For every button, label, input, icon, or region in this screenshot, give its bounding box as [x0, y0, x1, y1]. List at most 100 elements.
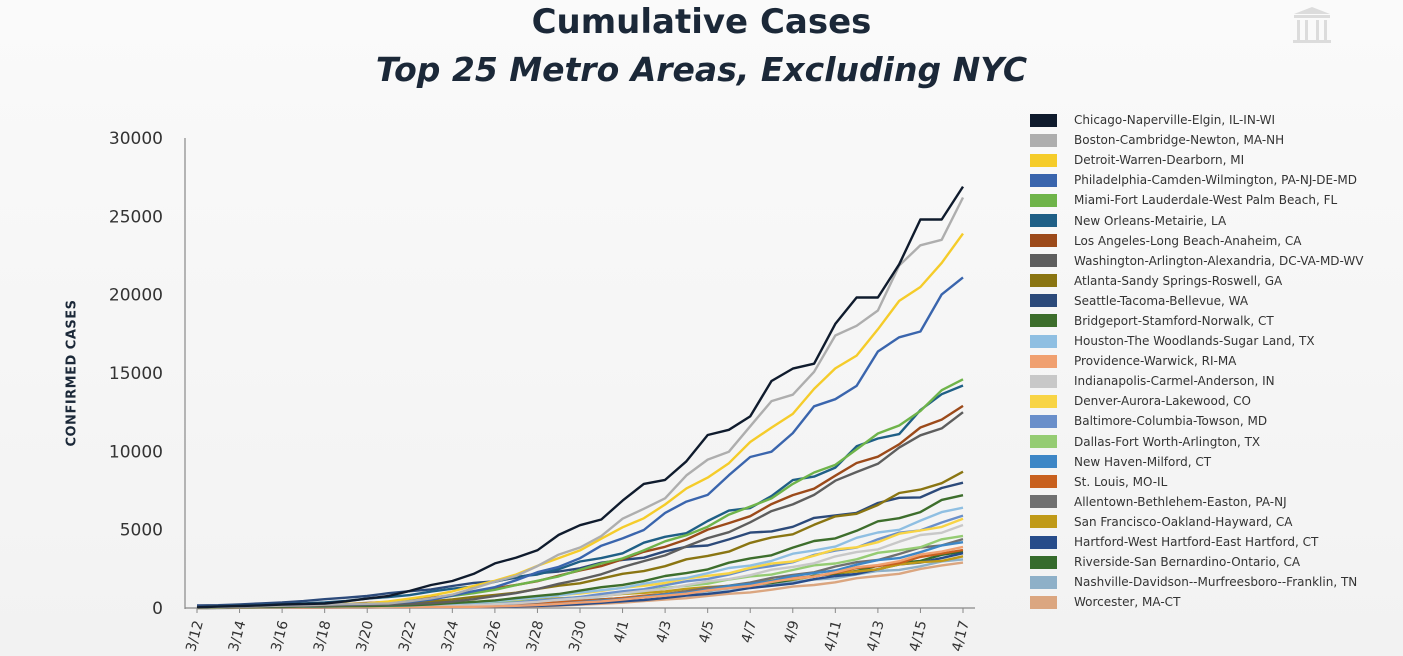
legend-swatch: [1030, 153, 1057, 167]
legend-swatch: [1030, 173, 1057, 187]
legend-swatch: [1030, 575, 1057, 589]
legend-item: St. Louis, MO-IL: [1030, 472, 1363, 492]
legend-swatch: [1030, 113, 1057, 127]
legend-swatch: [1030, 294, 1057, 308]
legend-item: Atlanta-Sandy Springs-Roswell, GA: [1030, 271, 1363, 291]
legend-item: Worcester, MA-CT: [1030, 592, 1363, 612]
legend-item: Seattle-Tacoma-Bellevue, WA: [1030, 291, 1363, 311]
legend-swatch: [1030, 495, 1057, 509]
x-tick-label: 3/14: [226, 619, 250, 654]
legend-swatch: [1030, 515, 1057, 529]
legend-label: Indianapolis-Carmel-Anderson, IN: [1074, 374, 1275, 389]
y-tick-label: 30000: [109, 129, 163, 149]
series-line: [196, 276, 964, 609]
x-tick-label: 3/20: [353, 619, 377, 654]
series-line: [196, 232, 964, 609]
legend-swatch: [1030, 334, 1057, 348]
legend-item: Chicago-Naperville-Elgin, IL-IN-WI: [1030, 110, 1363, 130]
legend-swatch: [1030, 595, 1057, 609]
y-tick-label: 0: [152, 599, 163, 619]
legend-label: Bridgeport-Stamford-Norwalk, CT: [1074, 313, 1274, 328]
legend-label: Seattle-Tacoma-Bellevue, WA: [1074, 293, 1249, 308]
legend-swatch: [1030, 394, 1057, 408]
legend-item: Riverside-San Bernardino-Ontario, CA: [1030, 552, 1363, 572]
legend-swatch: [1030, 455, 1057, 469]
legend-item: Washington-Arlington-Alexandria, DC-VA-M…: [1030, 251, 1363, 271]
legend-item: Boston-Cambridge-Newton, MA-NH: [1030, 130, 1363, 150]
legend-label: Allentown-Bethlehem-Easton, PA-NJ: [1074, 494, 1287, 509]
legend-label: Los Angeles-Long Beach-Anaheim, CA: [1074, 233, 1302, 248]
x-tick-label: 3/30: [566, 619, 590, 654]
x-tick-label: 4/15: [907, 619, 931, 654]
x-tick-label: 4/13: [864, 619, 888, 654]
legend-label: Miami-Fort Lauderdale-West Palm Beach, F…: [1074, 193, 1338, 208]
x-tick-label: 3/26: [481, 619, 505, 654]
legend-item: Bridgeport-Stamford-Norwalk, CT: [1030, 311, 1363, 331]
legend-swatch: [1030, 193, 1057, 207]
legend-swatch: [1030, 133, 1057, 147]
legend-swatch: [1030, 555, 1057, 569]
y-tick-label: 15000: [109, 364, 163, 384]
x-tick-label: 4/1: [611, 619, 632, 645]
x-tick-label: 3/22: [396, 619, 420, 654]
x-tick-label: 4/5: [696, 619, 717, 645]
y-tick-labels: 0 5000 10000 15000 20000 25000 30000: [109, 129, 163, 619]
legend-item: Hartford-West Hartford-East Hartford, CT: [1030, 532, 1363, 552]
x-tick-labels: 3/12 3/14 3/16 3/18 3/20 3/22 3/24 3/26 3/28 3/30…: [183, 608, 973, 653]
legend-swatch: [1030, 475, 1057, 489]
y-tick-label: 25000: [109, 207, 163, 227]
legend-item: Detroit-Warren-Dearborn, MI: [1030, 150, 1363, 170]
x-tick-label: 3/18: [311, 619, 335, 654]
legend-item: Los Angeles-Long Beach-Anaheim, CA: [1030, 231, 1363, 251]
legend-label: Hartford-West Hartford-East Hartford, CT: [1074, 535, 1319, 550]
y-tick-label: 10000: [109, 442, 163, 462]
chart-subtitle: Top 25 Metro Areas, Excluding NYC: [375, 50, 1028, 89]
series-line: [196, 404, 964, 609]
legend-item: New Orleans-Metairie, LA: [1030, 210, 1363, 230]
legend-item: Allentown-Bethlehem-Easton, PA-NJ: [1030, 492, 1363, 512]
legend-swatch: [1030, 214, 1057, 228]
legend-item: Baltimore-Columbia-Towson, MD: [1030, 411, 1363, 431]
legend-swatch: [1030, 234, 1057, 248]
legend: Chicago-Naperville-Elgin, IL-IN-WI Boston…: [1030, 110, 1363, 612]
legend-label: Dallas-Fort Worth-Arlington, TX: [1074, 434, 1261, 449]
x-tick-label: 4/11: [822, 619, 846, 654]
legend-item: Philadelphia-Camden-Wilmington, PA-NJ-DE…: [1030, 170, 1363, 190]
legend-label: Riverside-San Bernardino-Ontario, CA: [1074, 555, 1301, 570]
legend-label: Boston-Cambridge-Newton, MA-NH: [1074, 133, 1285, 148]
legend-label: St. Louis, MO-IL: [1074, 474, 1168, 489]
x-tick-label: 4/9: [781, 619, 802, 645]
legend-label: Worcester, MA-CT: [1074, 595, 1181, 610]
legend-swatch: [1030, 535, 1057, 549]
legend-label: Detroit-Warren-Dearborn, MI: [1074, 153, 1245, 168]
legend-label: Denver-Aurora-Lakewood, CO: [1074, 394, 1251, 409]
legend-swatch: [1030, 354, 1057, 368]
x-tick-label: 3/16: [268, 619, 292, 654]
y-tick-label: 5000: [120, 521, 163, 541]
series-line: [196, 411, 964, 609]
legend-item: Nashville-Davidson--Murfreesboro--Frankl…: [1030, 572, 1363, 592]
legend-label: Providence-Warwick, RI-MA: [1074, 354, 1237, 369]
x-tick-label: 4/7: [739, 619, 760, 645]
series-line: [196, 470, 964, 609]
capitol-building-icon: [1293, 7, 1331, 43]
x-tick-label: 3/24: [439, 619, 463, 654]
legend-item: Denver-Aurora-Lakewood, CO: [1030, 391, 1363, 411]
legend-label: Nashville-Davidson--Murfreesboro--Frankl…: [1074, 575, 1358, 590]
legend-item: Miami-Fort Lauderdale-West Palm Beach, F…: [1030, 190, 1363, 210]
legend-label: Washington-Arlington-Alexandria, DC-VA-M…: [1074, 253, 1364, 268]
legend-swatch: [1030, 414, 1057, 428]
legend-swatch: [1030, 314, 1057, 328]
series-line: [196, 481, 964, 607]
legend-swatch: [1030, 435, 1057, 449]
y-tick-label: 20000: [109, 286, 163, 306]
series-line: [196, 196, 965, 609]
legend-label: Baltimore-Columbia-Towson, MD: [1074, 414, 1268, 429]
legend-item: New Haven-Milford, CT: [1030, 452, 1363, 472]
legend-item: San Francisco-Oakland-Hayward, CA: [1030, 512, 1363, 532]
legend-label: Chicago-Naperville-Elgin, IL-IN-WI: [1074, 113, 1276, 128]
x-tick-label: 4/17: [949, 619, 973, 654]
legend-swatch: [1030, 374, 1057, 388]
line-chart: 3/12 3/14 3/16 3/18 3/20 3/22 3/24 3/26 3/28 3/30…: [109, 129, 975, 653]
legend-label: New Orleans-Metairie, LA: [1074, 213, 1227, 228]
